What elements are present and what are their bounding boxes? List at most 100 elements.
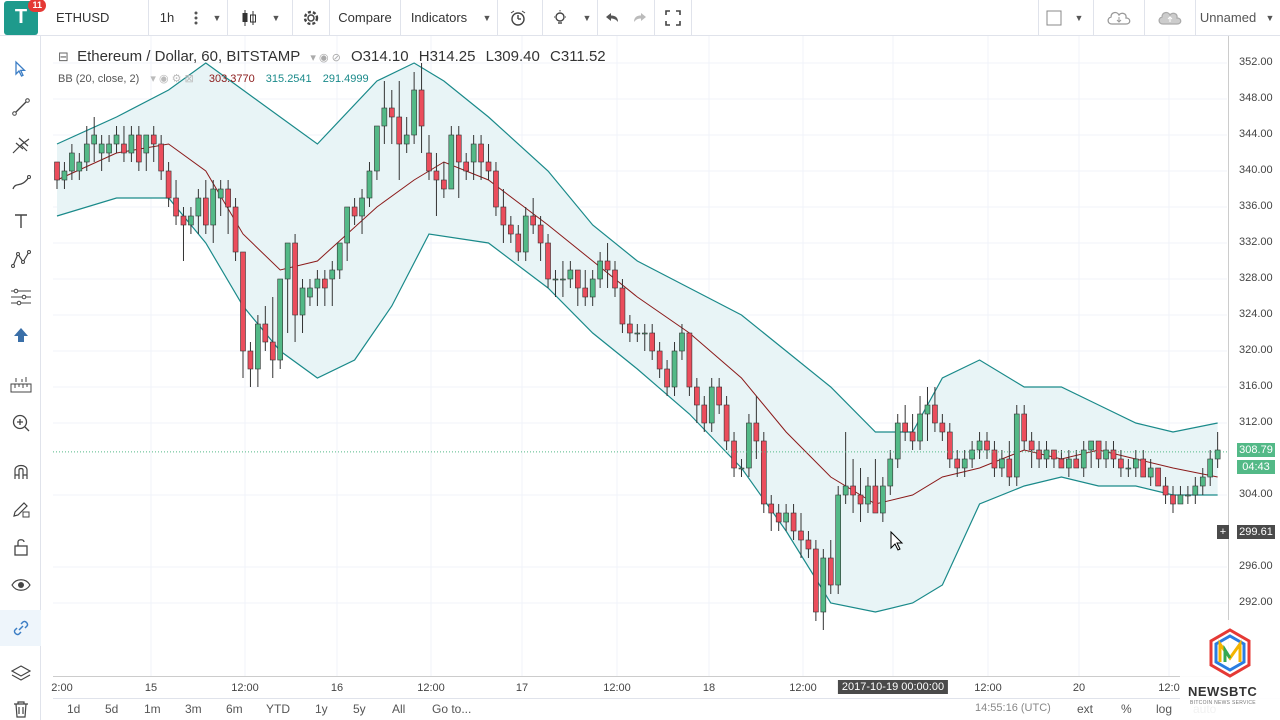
time-scale[interactable]: 2:00 15 12:00 16 12:00 17 12:00 18 12:00…	[51, 676, 1227, 698]
candle-body	[946, 431, 953, 460]
bb-lower-value: 291.4999	[322, 73, 369, 85]
price-label: 292.00	[1239, 596, 1273, 608]
redo-icon[interactable]	[626, 0, 654, 36]
fullscreen-icon[interactable]	[655, 0, 691, 36]
extended-hours-toggle[interactable]: ext	[1077, 702, 1094, 716]
crosshair-price-badge: 299.61	[1237, 525, 1275, 539]
log-scale-toggle[interactable]: log	[1156, 702, 1173, 716]
candle-body	[1043, 449, 1050, 460]
price-scale[interactable]: 352.00 348.00 344.00 340.00 336.00 332.00 328.…	[1217, 36, 1280, 676]
interval-button[interactable]: 1h	[159, 10, 175, 25]
ideas-dropdown-icon[interactable]: ▼	[582, 12, 592, 23]
cloud-upload-icon[interactable]	[1145, 0, 1195, 36]
link-icon[interactable]	[0, 610, 41, 646]
range-button[interactable]: 3m	[185, 702, 202, 716]
time-label: 17	[515, 682, 529, 694]
trash-icon[interactable]	[8, 696, 34, 720]
drawing-template-icon[interactable]	[1039, 0, 1069, 36]
candle-body	[522, 215, 529, 253]
candle-body	[1170, 494, 1176, 505]
range-button[interactable]: 1m	[144, 702, 161, 716]
candles-icon[interactable]	[232, 0, 266, 36]
bb-lower-line	[56, 197, 1218, 613]
goto-button[interactable]: Go to...	[432, 702, 472, 716]
time-label: 12:00	[789, 682, 817, 694]
range-button[interactable]: 6m	[226, 702, 243, 716]
measure-icon[interactable]	[8, 284, 34, 310]
interval-dropdown-icon[interactable]: ▼	[212, 12, 222, 23]
candle-body	[1110, 449, 1117, 460]
candle-body	[649, 332, 656, 352]
price-label: 332.00	[1239, 236, 1273, 248]
range-button[interactable]: 5y	[353, 702, 366, 716]
pencil-lock-icon[interactable]	[8, 496, 34, 522]
indicators-dropdown-icon[interactable]: ▼	[482, 12, 492, 23]
candle-body	[210, 188, 217, 226]
price-label: 312.00	[1239, 416, 1273, 428]
chart-pane[interactable]	[53, 36, 1227, 676]
collapse-legend-icon[interactable]: ⊟	[58, 49, 69, 64]
add-alert-icon[interactable]: +	[1217, 525, 1229, 539]
lock-icon[interactable]	[8, 534, 34, 560]
candlestick-chart[interactable]	[53, 36, 1227, 676]
candle-body	[1088, 440, 1094, 451]
compare-button[interactable]: Compare	[338, 10, 392, 25]
time-label: 2:00	[51, 682, 73, 694]
indicators-button[interactable]: Indicators	[410, 10, 468, 25]
chart-type-dropdown-icon[interactable]: ▼	[271, 12, 281, 23]
divider	[497, 0, 498, 36]
gear-icon[interactable]	[293, 0, 329, 36]
utc-clock[interactable]: 14:55:16 (UTC)	[975, 702, 1051, 714]
candle-body	[240, 251, 246, 352]
layout-name-button[interactable]: Unnamed	[1199, 10, 1257, 25]
layout-dropdown-icon[interactable]: ▼	[1265, 12, 1275, 23]
bb-menu-icon[interactable]: ▾ ◉ ⚙ ⊠	[150, 73, 194, 85]
candle-body	[820, 557, 827, 613]
candle-body	[1051, 449, 1057, 460]
time-label: 16	[330, 682, 344, 694]
candle-body	[1125, 467, 1132, 470]
tradingview-logo[interactable]: T 11	[4, 0, 46, 35]
divider	[654, 0, 655, 36]
magnet-icon[interactable]	[8, 458, 34, 484]
candle-body	[999, 458, 1005, 469]
candle-body	[463, 161, 470, 172]
pitchfork-icon[interactable]	[8, 132, 34, 158]
candle-body	[775, 512, 782, 523]
more-intervals-icon[interactable]	[185, 0, 207, 36]
cursor-icon[interactable]	[8, 56, 34, 82]
candle-body	[723, 404, 730, 442]
arrow-up-icon[interactable]	[8, 322, 34, 348]
candle-body	[381, 107, 388, 127]
range-button[interactable]: All	[392, 702, 406, 716]
candle-body	[634, 332, 641, 335]
candle-body	[1080, 449, 1087, 469]
range-button[interactable]: 1y	[315, 702, 328, 716]
brush-icon[interactable]	[8, 170, 34, 196]
undo-icon[interactable]	[598, 0, 626, 36]
cloud-download-icon[interactable]	[1094, 0, 1144, 36]
notification-badge: 11	[28, 0, 46, 12]
ruler-icon[interactable]	[8, 372, 34, 398]
candle-body	[1118, 458, 1124, 469]
range-button[interactable]: YTD	[266, 702, 290, 716]
layers-icon[interactable]	[8, 660, 34, 686]
percent-scale-toggle[interactable]: %	[1121, 702, 1132, 716]
legend-menu-icon[interactable]: ▾ ◉ ⊘	[310, 52, 341, 64]
symbol-title[interactable]: Ethereum / Dollar, 60, BITSTAMP	[77, 48, 301, 65]
symbol-search-input[interactable]: ETHUSD	[56, 10, 110, 25]
candle-body	[1199, 476, 1206, 487]
range-button[interactable]: 5d	[105, 702, 119, 716]
pattern-icon[interactable]	[8, 246, 34, 272]
alert-clock-icon[interactable]	[498, 0, 538, 36]
eye-icon[interactable]	[8, 572, 34, 598]
bb-indicator-label[interactable]: BB (20, close, 2)	[58, 73, 140, 85]
text-icon[interactable]	[8, 208, 34, 234]
range-button[interactable]: 1d	[67, 702, 81, 716]
lightbulb-icon[interactable]	[543, 0, 577, 36]
zoom-icon[interactable]	[8, 410, 34, 436]
price-label: 348.00	[1239, 92, 1273, 104]
template-dropdown-icon[interactable]: ▼	[1074, 12, 1084, 23]
trendline-icon[interactable]	[8, 94, 34, 120]
logo-mark: T	[14, 6, 28, 28]
